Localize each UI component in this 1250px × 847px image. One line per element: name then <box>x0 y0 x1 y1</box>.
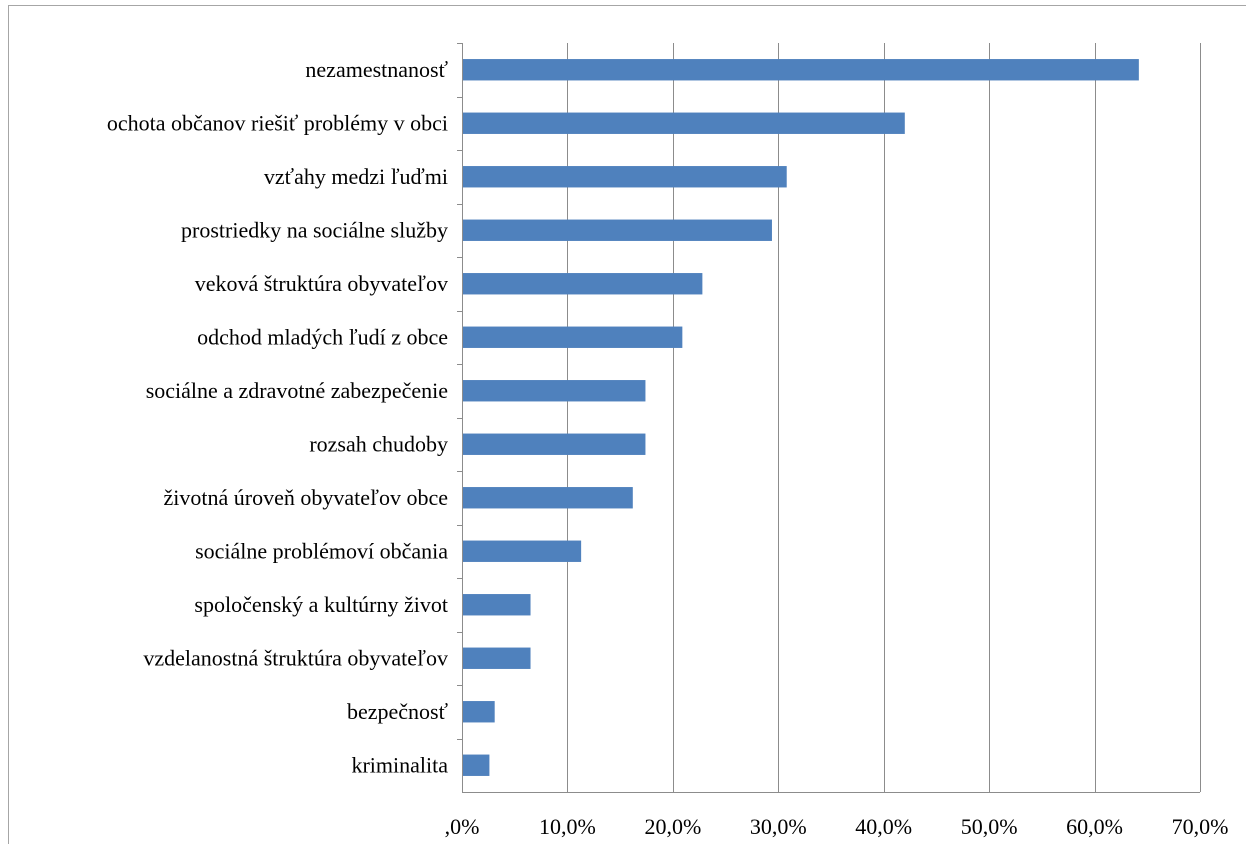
bar <box>463 754 490 776</box>
category-label: životná úroveň obyvateľov obce <box>164 485 448 510</box>
category-label: vzdelanostná štruktúra obyvateľov <box>143 645 448 670</box>
bar-chart: nezamestnanosť ochota občanov riešiť prob… <box>107 43 1229 839</box>
category-label: prostriedky na sociálne služby <box>181 217 448 242</box>
bar <box>463 326 683 348</box>
category-label: spoločenský a kultúrny život <box>194 592 448 617</box>
bar <box>463 59 1139 81</box>
category-label: sociálne problémoví občania <box>195 538 448 563</box>
category-label: kriminalita <box>351 752 448 777</box>
bar <box>463 647 531 669</box>
x-tick-label: 10,0% <box>539 814 596 839</box>
category-label: bezpečnosť <box>347 699 449 724</box>
chart-frame: nezamestnanosť ochota občanov riešiť prob… <box>8 5 1246 844</box>
x-tick-label: 60,0% <box>1066 814 1123 839</box>
x-tick-label: 70,0% <box>1172 814 1229 839</box>
bar <box>463 166 787 188</box>
category-label: sociálne a zdravotné zabezpečenie <box>146 378 448 403</box>
category-label: vzťahy medzi ľuďmi <box>264 164 448 189</box>
bar <box>463 540 582 562</box>
category-label: nezamestnanosť <box>305 57 448 82</box>
x-tick-label: 20,0% <box>644 814 701 839</box>
category-label: odchod mladých ľudí z obce <box>197 324 448 349</box>
x-tick-label: 30,0% <box>750 814 807 839</box>
bar <box>463 112 905 134</box>
bar <box>463 701 495 723</box>
x-tick-label: ,0% <box>445 814 480 839</box>
bar <box>463 487 633 509</box>
x-tick-label: 40,0% <box>855 814 912 839</box>
category-label: rozsah chudoby <box>309 431 448 456</box>
bar <box>463 594 531 616</box>
category-label: ochota občanov riešiť problémy v obci <box>107 110 448 135</box>
bar <box>463 433 646 455</box>
bar <box>463 273 703 295</box>
bar <box>463 380 646 402</box>
x-tick-label: 50,0% <box>961 814 1018 839</box>
bar <box>463 219 772 241</box>
category-label: veková štruktúra obyvateľov <box>195 271 448 296</box>
